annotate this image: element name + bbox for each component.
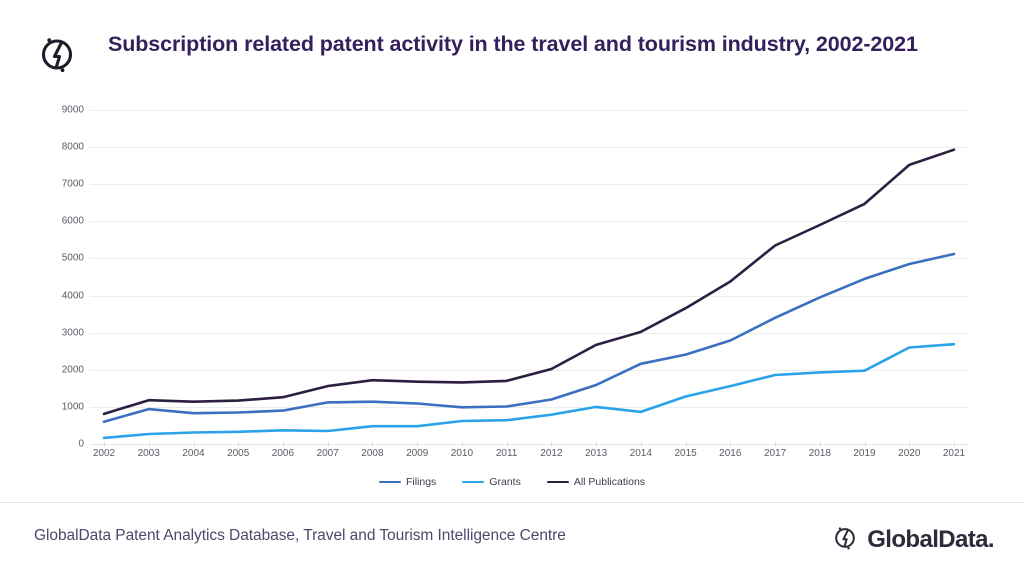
- x-axis-tick-label: 2003: [137, 448, 160, 459]
- x-axis-tick-label: 2015: [674, 448, 697, 459]
- gridline: [90, 110, 968, 111]
- x-axis-tick-label: 2019: [853, 448, 876, 459]
- y-axis-tick-label: 7000: [61, 178, 84, 190]
- x-axis-tick-label: 2020: [898, 448, 921, 459]
- x-axis-tick-label: 2018: [808, 448, 831, 459]
- x-axis-tick-label: 2016: [719, 448, 742, 459]
- x-axis-tick-label: 2021: [942, 448, 966, 459]
- chart-container: 0 1000 2000 3000 4000 5000 6000 7000 8000 9000 20…: [0, 100, 1024, 500]
- x-axis-tick-mark: [461, 442, 463, 447]
- gridline: [90, 406, 968, 408]
- legend-label: All Publications: [573, 476, 646, 488]
- x-axis-tick-label: 2017: [763, 448, 787, 459]
- x-axis-tick-label: 2008: [361, 448, 384, 459]
- y-axis-tick-label: 0: [78, 438, 84, 450]
- x-axis-tick-label: 2007: [316, 448, 339, 459]
- x-axis-tick-mark: [819, 442, 821, 447]
- plot-area: [90, 110, 968, 445]
- footer-divider: [0, 502, 1024, 503]
- chart-footer: GlobalData Patent Analytics Database, Tr…: [0, 503, 1024, 576]
- legend-item[interactable]: Grants: [462, 476, 521, 488]
- chart-header: Subscription related patent activity in …: [0, 0, 1024, 100]
- x-axis-tick-mark: [506, 442, 508, 447]
- x-axis-tick-label: 2013: [584, 448, 608, 459]
- y-axis-tick-label: 5000: [61, 252, 84, 264]
- x-axis-tick-label: 2012: [540, 448, 563, 459]
- x-axis-tick-mark: [282, 442, 284, 447]
- globaldata-circle-mark-icon: [34, 30, 80, 76]
- x-axis-tick-mark: [148, 442, 150, 447]
- x-axis-tick-label: 2006: [271, 448, 295, 459]
- legend-label: Filings: [405, 476, 437, 488]
- x-axis-tick-mark: [954, 442, 955, 447]
- x-axis-tick-mark: [730, 442, 732, 447]
- x-axis-tick-label: 2009: [406, 448, 429, 459]
- y-axis-tick-label: 1000: [61, 401, 84, 413]
- page-title: Subscription related patent activity in …: [108, 32, 918, 56]
- x-axis-ticks: 2002 2003 2004 2005 2006 2007 2008 2009 2010 2011…: [90, 442, 968, 468]
- x-axis-tick-mark: [372, 442, 374, 447]
- legend-color-swatch: [462, 480, 485, 484]
- gridline: [90, 369, 968, 371]
- x-axis-tick-mark: [193, 442, 195, 447]
- gridline: [90, 444, 968, 445]
- series-line: [102, 252, 956, 424]
- gridline: [90, 147, 968, 149]
- x-axis-tick-label: 2010: [450, 448, 474, 459]
- series-line: [102, 148, 956, 416]
- x-axis-tick-mark: [596, 442, 598, 447]
- x-axis-tick-label: 2014: [629, 448, 652, 459]
- globaldata-circle-mark-icon: [830, 521, 860, 558]
- series-lines: [102, 148, 956, 440]
- x-axis-tick-label: 2011: [495, 448, 518, 459]
- gridline: [90, 295, 968, 297]
- x-axis-tick-mark: [551, 442, 553, 447]
- x-axis-tick-mark: [685, 442, 687, 447]
- series-line: [102, 342, 956, 440]
- y-axis-tick-label: 8000: [61, 141, 84, 153]
- y-axis-tick-label: 2000: [61, 364, 84, 376]
- x-axis-tick-label: 2005: [227, 448, 250, 459]
- x-axis-tick-mark: [640, 442, 642, 447]
- y-axis-tick-label: 9000: [61, 104, 84, 116]
- x-axis-tick-mark: [104, 442, 105, 447]
- gridline: [90, 221, 968, 223]
- footer-logo-text: GlobalData.: [867, 525, 994, 553]
- gridline: [90, 184, 968, 186]
- footer-logo: GlobalData.: [830, 521, 995, 558]
- x-axis-tick-mark: [775, 442, 777, 447]
- y-axis-tick-label: 3000: [61, 327, 84, 339]
- y-axis-tick-label: 6000: [61, 215, 84, 227]
- legend-item[interactable]: All Publications: [546, 476, 646, 488]
- x-axis-tick-label: 2004: [182, 448, 205, 459]
- x-axis-tick-mark: [417, 442, 419, 447]
- x-axis-tick-mark: [864, 442, 866, 447]
- source-note: GlobalData Patent Analytics Database, Tr…: [34, 527, 566, 544]
- x-axis-tick-mark: [238, 442, 240, 447]
- chart-legend: Filings Grants All Publications: [0, 476, 1024, 488]
- gridline: [90, 258, 968, 260]
- legend-item[interactable]: Filings: [378, 476, 437, 488]
- y-axis-ticks: 0 1000 2000 3000 4000 5000 6000 7000 8000 9000: [20, 105, 84, 450]
- legend-color-swatch: [546, 480, 569, 484]
- y-axis-tick-label: 4000: [61, 290, 84, 302]
- gridline: [90, 332, 968, 334]
- legend-color-swatch: [378, 480, 401, 484]
- x-axis-tick-mark: [327, 442, 329, 447]
- x-axis-tick-label: 2002: [92, 448, 116, 459]
- x-axis-tick-mark: [909, 442, 911, 447]
- legend-label: Grants: [489, 476, 521, 488]
